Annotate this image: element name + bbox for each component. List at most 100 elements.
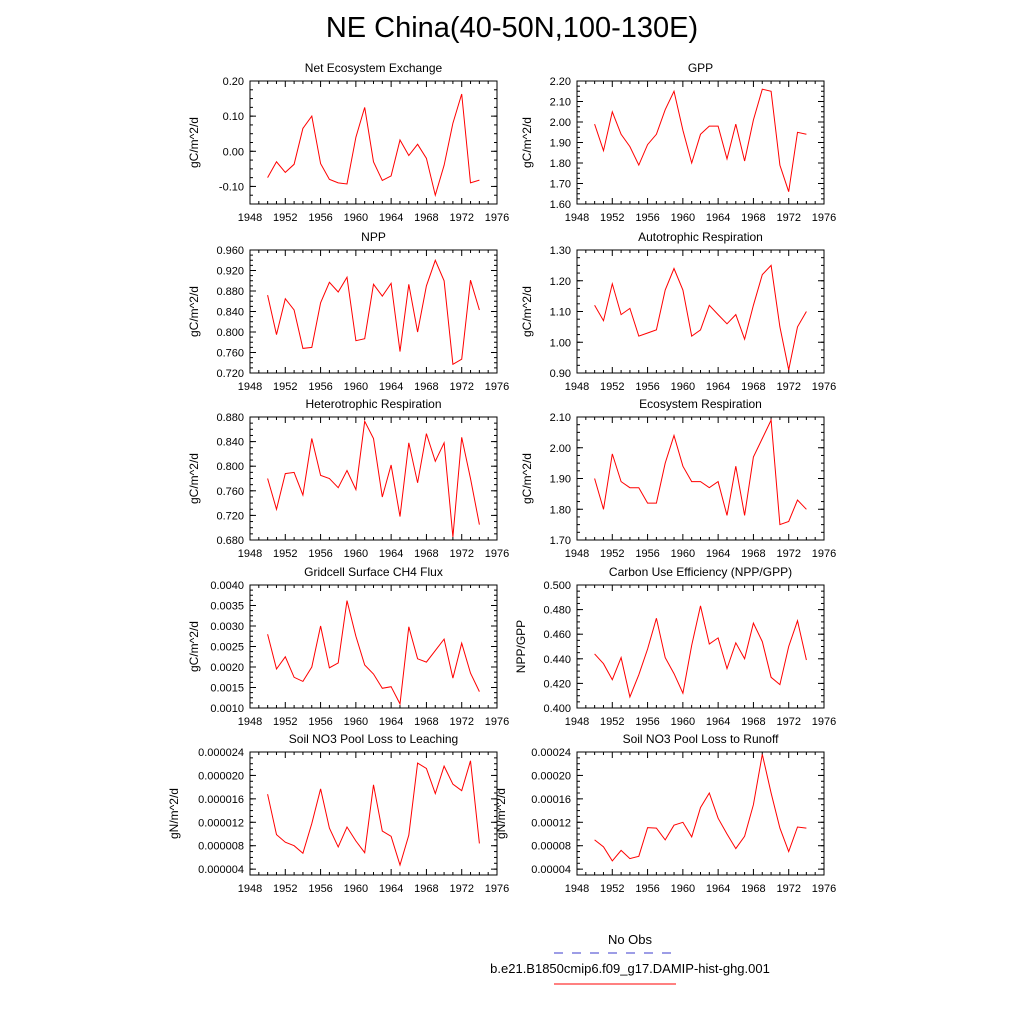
y-tick-label: 1.60 (550, 199, 571, 211)
x-tick-label: 1968 (414, 716, 438, 728)
x-tick-label: 1968 (414, 883, 438, 895)
chart-panel: Ecosystem Respiration 1948 1952 1956 1960 196… (520, 397, 836, 560)
y-tick-label: 0.000024 (198, 747, 244, 759)
plot-frame (249, 416, 498, 541)
x-tick-label: 1952 (273, 381, 297, 393)
chart-panel: NPP 1948 1952 1956 1960 1964 1968 1972 1976 0.720… (187, 230, 509, 393)
x-tick-label: 1952 (273, 716, 297, 728)
x-tick-label: 1956 (635, 212, 659, 224)
x-tick-label: 1960 (344, 716, 368, 728)
x-tick-label: 1972 (449, 716, 473, 728)
y-tick-label: 0.800 (216, 461, 244, 473)
y-axis-label: gC/m^2/d (187, 286, 201, 337)
series-line (267, 93, 480, 198)
x-tick-label: 1948 (565, 212, 589, 224)
chart-panel: Heterotrophic Respiration 1948 1952 1956 196… (187, 397, 509, 560)
x-tick-label: 1968 (741, 716, 765, 728)
y-tick-label: 0.000004 (198, 864, 244, 876)
x-tick-label: 1964 (379, 381, 403, 393)
x-tick-label: 1976 (485, 212, 509, 224)
y-tick-label: 0.000020 (198, 770, 244, 782)
y-tick-label: 2.20 (550, 76, 571, 88)
x-tick-label: 1972 (776, 883, 800, 895)
x-tick-label: 1964 (379, 548, 403, 560)
y-tick-label: 0.000016 (198, 794, 244, 806)
x-tick-label: 1952 (273, 883, 297, 895)
x-tick-label: 1972 (776, 381, 800, 393)
y-tick-label: 1.80 (550, 504, 571, 516)
x-tick-label: 1952 (600, 716, 624, 728)
x-tick-label: 1948 (565, 716, 589, 728)
x-tick-label: 1972 (449, 548, 473, 560)
y-tick-label: 0.880 (216, 286, 244, 298)
x-tick-label: 1972 (776, 548, 800, 560)
x-tick-label: 1948 (238, 212, 262, 224)
x-tick-label: 1960 (671, 548, 695, 560)
y-tick-label: 0.840 (216, 307, 244, 319)
plot-frame (249, 751, 498, 876)
chart-panel: Carbon Use Efficiency (NPP/GPP) 1948 1952 1… (514, 565, 836, 728)
y-tick-label: 0.000008 (198, 841, 244, 853)
page-title: NE China(40-50N,100-130E) (325, 12, 699, 44)
x-tick-label: 1964 (379, 883, 403, 895)
x-tick-label: 1968 (414, 548, 438, 560)
x-tick-label: 1948 (238, 716, 262, 728)
x-tick-label: 1960 (671, 381, 695, 393)
y-tick-label: 1.80 (550, 158, 571, 170)
x-tick-label: 1976 (485, 716, 509, 728)
chart-panel: Soil NO3 Pool Loss to Leaching 1948 1952 19… (167, 732, 509, 895)
x-tick-label: 1972 (449, 883, 473, 895)
panel-title: Gridcell Surface CH4 Flux (304, 565, 443, 579)
plot-frame (576, 751, 825, 876)
x-tick-label: 1960 (671, 883, 695, 895)
x-tick-label: 1972 (449, 212, 473, 224)
plot-frame (576, 416, 825, 541)
y-tick-label: 2.00 (550, 443, 571, 455)
x-tick-label: 1976 (812, 212, 836, 224)
panel-title: Soil NO3 Pool Loss to Runoff (623, 732, 780, 746)
x-tick-label: 1968 (741, 548, 765, 560)
series-line (267, 419, 480, 537)
x-tick-label: 1972 (776, 212, 800, 224)
y-tick-label: 2.00 (550, 117, 571, 129)
x-tick-label: 1968 (741, 883, 765, 895)
x-tick-label: 1956 (308, 212, 332, 224)
y-tick-label: 0.480 (543, 605, 571, 617)
series-line (594, 88, 807, 192)
panel-title: GPP (688, 61, 713, 75)
y-tick-label: 0.840 (216, 437, 244, 449)
series-line (267, 600, 480, 706)
x-tick-label: 1960 (344, 883, 368, 895)
y-tick-label: 0.0020 (210, 662, 244, 674)
y-tick-label: 0.920 (216, 266, 244, 278)
y-tick-label: 1.00 (550, 337, 571, 349)
x-tick-label: 1952 (600, 548, 624, 560)
y-tick-label: 0.400 (543, 703, 571, 715)
chart-panel: Net Ecosystem Exchange 1948 1952 1956 1960 19… (187, 61, 509, 224)
x-tick-label: 1960 (344, 381, 368, 393)
y-axis-label: gC/m^2/d (520, 453, 534, 504)
x-tick-label: 1956 (635, 883, 659, 895)
panel-title: Soil NO3 Pool Loss to Leaching (289, 732, 458, 746)
x-tick-label: 1956 (635, 381, 659, 393)
y-axis-label: gC/m^2/d (187, 453, 201, 504)
x-tick-label: 1976 (812, 548, 836, 560)
x-tick-label: 1952 (600, 883, 624, 895)
y-tick-label: 2.10 (550, 97, 571, 109)
y-axis-label: gN/m^2/d (167, 788, 181, 839)
y-tick-label: 0.0040 (210, 580, 244, 592)
panel-title: Net Ecosystem Exchange (305, 61, 443, 75)
y-tick-label: 0.760 (216, 486, 244, 498)
series-line (594, 264, 807, 371)
x-tick-label: 1964 (379, 716, 403, 728)
series-line (594, 754, 807, 862)
y-tick-label: 0.00020 (531, 770, 571, 782)
y-tick-label: 1.70 (550, 179, 571, 191)
series-line (267, 760, 480, 867)
x-tick-label: 1956 (635, 548, 659, 560)
x-tick-label: 1972 (776, 716, 800, 728)
x-tick-label: 1956 (635, 716, 659, 728)
y-tick-label: 1.20 (550, 276, 571, 288)
y-tick-label: 0.680 (216, 535, 244, 547)
